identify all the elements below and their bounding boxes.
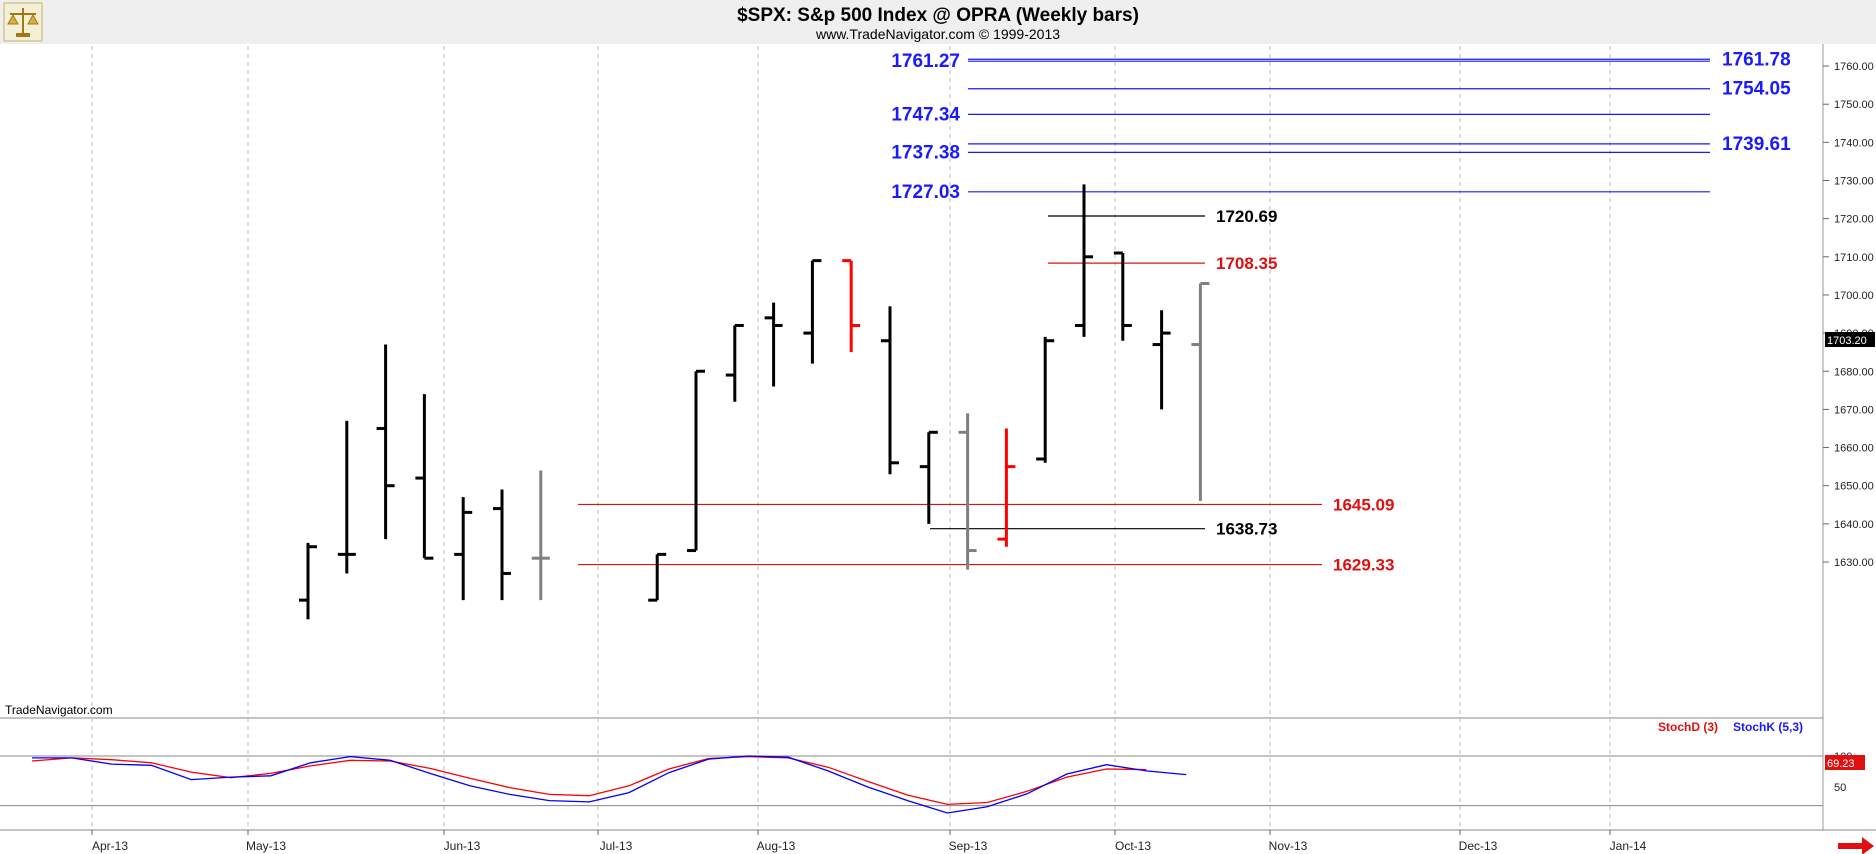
ohlc-bar: [687, 369, 705, 553]
level-label: 1737.38: [891, 142, 960, 163]
ohlc-bar: [842, 259, 861, 353]
ohlc-bar: [531, 470, 550, 601]
ohlc-bars: [299, 184, 1210, 620]
x-axis-ticks: Apr-13 May-13 Jun-13 Jul-13 Aug-13 Sep-13 Oct-…: [91, 830, 1647, 853]
ohlc-bar: [1075, 184, 1093, 337]
stoch-series-line: [31, 755, 1147, 806]
y-tick-label: 1650.00: [1834, 481, 1874, 493]
ohlc-bar: [958, 413, 977, 570]
y-tick-label: 1700.00: [1834, 290, 1874, 302]
ohlc-bar: [919, 430, 938, 524]
stoch-series-line: [32, 755, 1187, 814]
legend-stochd: StochD (3): [1658, 720, 1718, 734]
x-tick-label: Aug-13: [757, 839, 796, 853]
ohlc-bar: [648, 552, 667, 602]
x-tick-label: Sep-13: [949, 839, 988, 853]
chart-title: $SPX: S&p 500 Index @ OPRA (Weekly bars): [737, 5, 1139, 26]
y-tick-label: 1750.00: [1834, 99, 1874, 111]
y-tick-label: 1760.00: [1834, 61, 1874, 73]
header-band: [0, 0, 1876, 44]
ohlc-bar: [803, 259, 822, 364]
x-tick-label: Nov-13: [1269, 839, 1308, 853]
last-price-tag: 1703.20: [1825, 332, 1875, 347]
level-label: 1629.33: [1333, 556, 1394, 575]
level-label: 1727.03: [891, 182, 960, 203]
ohlc-bar: [493, 489, 511, 601]
ohlc-bar: [725, 323, 744, 402]
chart-subtitle: www.TradeNavigator.com © 1999-2013: [815, 26, 1060, 42]
last-price-label: 1703.20: [1827, 335, 1867, 347]
x-tick-label: Jan-14: [1610, 839, 1647, 853]
ohlc-bar: [1036, 336, 1055, 463]
x-tick-label: Jul-13: [600, 839, 633, 853]
level-label: 1754.05: [1722, 79, 1791, 100]
ohlc-bar: [415, 394, 434, 560]
y-tick-label: 1730.00: [1834, 176, 1874, 188]
arrow-right-icon[interactable]: [1838, 837, 1874, 854]
ohlc-bar: [1152, 310, 1171, 410]
gridlines: [91, 46, 1611, 828]
x-tick-label: May-13: [246, 839, 286, 853]
stoch-last-label: 69.23: [1827, 758, 1855, 770]
scales-logo-icon: [3, 2, 43, 42]
ohlc-bar: [1191, 282, 1210, 501]
ohlc-bar: [1113, 251, 1132, 341]
level-label: 1645.09: [1333, 495, 1394, 514]
ohlc-bar: [881, 306, 899, 475]
x-tick-label: Jun-13: [444, 839, 481, 853]
level-label: 1761.27: [891, 51, 960, 72]
y-tick-label: 1680.00: [1834, 366, 1874, 378]
y-tick-label: 1710.00: [1834, 252, 1874, 264]
ohlc-bar: [764, 302, 783, 387]
level-label: 1720.69: [1216, 207, 1277, 226]
level-label: 1739.61: [1722, 134, 1791, 155]
price-levels: 1761.27 1761.78 1754.05 1747.34 1739.61 1737.…: [578, 49, 1791, 575]
level-label: 1761.78: [1722, 49, 1791, 70]
ohlc-bar: [454, 497, 473, 601]
ohlc-bar: [337, 420, 356, 574]
legend-stochk: StochK (5,3): [1733, 720, 1803, 734]
level-label: 1638.73: [1216, 520, 1277, 539]
stoch-last-tag: 69.23: [1825, 755, 1865, 770]
y-tick-label: 1660.00: [1834, 443, 1874, 455]
y-tick-label: 1640.00: [1834, 519, 1874, 531]
y-tick-label: 1670.00: [1834, 404, 1874, 416]
y-tick-label: 1740.00: [1834, 137, 1874, 149]
level-label: 1708.35: [1216, 254, 1277, 273]
x-tick-label: Oct-13: [1115, 839, 1151, 853]
ohlc-bar: [299, 542, 317, 620]
stoch-y-tick-label: 50: [1834, 782, 1846, 794]
ohlc-bar: [997, 428, 1016, 547]
y-tick-label: 1720.00: [1834, 214, 1874, 226]
watermark: TradeNavigator.com: [5, 703, 113, 717]
x-tick-label: Apr-13: [92, 839, 128, 853]
y-axis-ticks: 1630.00 1640.00 1650.00 1660.00 1670.00 1680.…: [1823, 61, 1874, 794]
y-tick-label: 1630.00: [1834, 557, 1874, 569]
ohlc-bar: [376, 344, 395, 540]
stochastic-pane: [0, 755, 1823, 814]
level-label: 1747.34: [891, 104, 960, 125]
x-tick-label: Dec-13: [1459, 839, 1498, 853]
bars-group: [299, 184, 1210, 620]
